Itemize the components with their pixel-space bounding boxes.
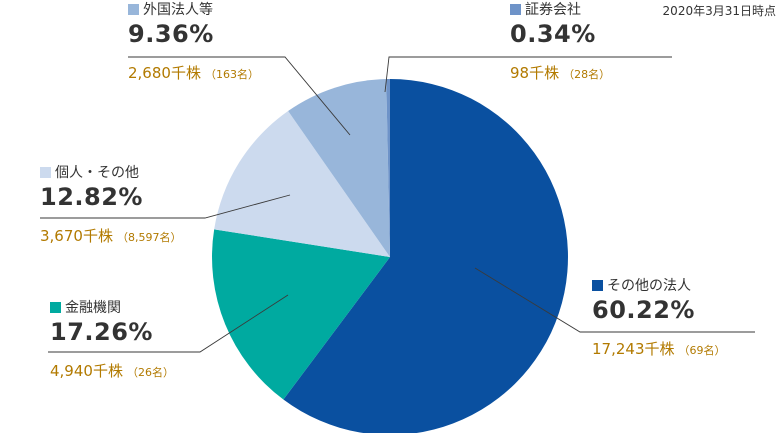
slice-label-securities-companies: 証券会社 0.34% 98千株 （28名） [510, 0, 610, 83]
percent-label: 12.82% [40, 183, 143, 211]
holders-label: （28名） [563, 68, 611, 81]
pie-slice [386, 79, 390, 257]
leader-line [474, 267, 755, 333]
legend-swatch [128, 3, 139, 15]
legend-swatch [592, 279, 603, 291]
slice-label-foreign-corporations: 外国法人等 9.36% 2,680千株 （163名） [128, 0, 259, 83]
percent-label: 17.26% [50, 318, 153, 346]
pie-slice [288, 79, 390, 257]
leader-line [384, 56, 672, 93]
legend-swatch [40, 166, 51, 178]
percent-label: 9.36% [128, 20, 214, 48]
category-name: 金融機関 [65, 300, 121, 316]
shares-label: 98千株 [510, 64, 560, 82]
percent-label: 0.34% [510, 20, 596, 48]
holders-label: （163名） [204, 68, 259, 81]
holders-label: （26名） [126, 366, 174, 379]
leader-line [40, 194, 291, 219]
shares-label: 17,243千株 [592, 340, 675, 358]
shares-label: 4,940千株 [50, 362, 123, 380]
leader-lines [40, 56, 755, 353]
leader-line [48, 294, 289, 353]
pie-slice [283, 79, 568, 433]
holders-label: （69名） [678, 344, 726, 357]
shares-label: 3,670千株 [40, 227, 113, 245]
leader-line [128, 56, 351, 136]
legend-swatch [50, 301, 61, 313]
slice-label-financial-institutions: 金融機関 17.26% 4,940千株 （26名） [50, 298, 174, 381]
percent-label: 60.22% [592, 296, 695, 324]
holders-label: （8,597名） [116, 231, 182, 244]
slice-label-other-corporations: その他の法人 60.22% 17,243千株 （69名） [592, 276, 726, 359]
as-of-date: 2020年3月31日時点 [662, 4, 776, 18]
category-name: 個人・その他 [55, 165, 139, 181]
shares-label: 2,680千株 [128, 64, 201, 82]
category-name: その他の法人 [607, 278, 691, 294]
category-name: 外国法人等 [143, 2, 213, 18]
slice-label-individuals: 個人・その他 12.82% 3,670千株 （8,597名） [40, 163, 181, 246]
legend-swatch [510, 3, 521, 15]
pie-slice [212, 229, 390, 400]
category-name: 証券会社 [525, 2, 581, 18]
pie-slices [212, 79, 568, 433]
pie-slice [214, 111, 390, 257]
